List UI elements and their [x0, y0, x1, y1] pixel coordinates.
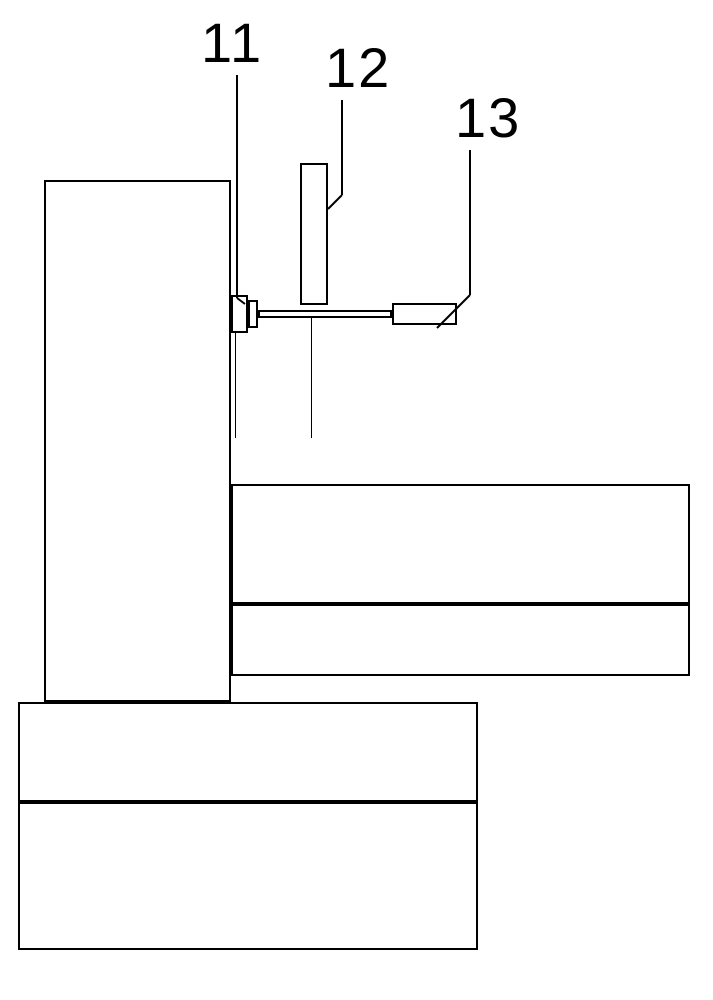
label-11: 11 [201, 10, 263, 75]
label-13: 13 [455, 85, 521, 150]
part-bracket-inner [248, 300, 258, 328]
part-thin-rod [258, 310, 392, 318]
part-lower-block-b [18, 802, 478, 950]
part-bracket-outer [231, 295, 248, 333]
part-lower-block-a [18, 702, 478, 802]
part-left-tall [44, 180, 231, 702]
label-12: 12 [325, 35, 391, 100]
part-vertical-post [300, 163, 328, 305]
part-right-mid-b [231, 604, 690, 676]
fine-line-1 [235, 333, 236, 438]
part-right-mid-a [231, 484, 690, 604]
drawing-canvas: 11 12 13 [0, 0, 713, 1000]
part-handle [392, 303, 457, 325]
fine-line-2 [311, 318, 312, 438]
